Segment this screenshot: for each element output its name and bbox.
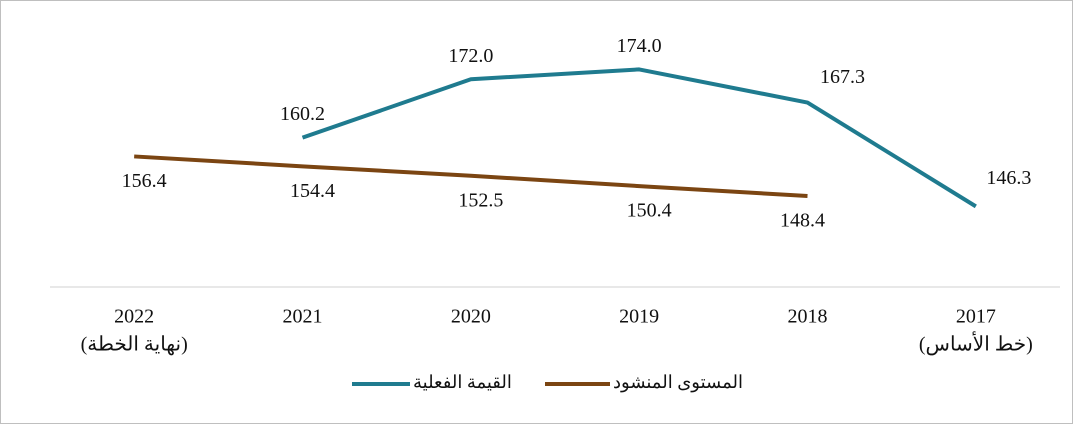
- value-label: 146.3: [986, 167, 1031, 189]
- value-label: 174.0: [617, 35, 662, 57]
- value-label: 172.0: [448, 45, 493, 67]
- value-label: 154.4: [290, 180, 335, 202]
- x-tick-label: 2019: [619, 306, 659, 328]
- value-label: 167.3: [820, 66, 865, 88]
- legend-label: المستوى المنشود: [613, 372, 743, 393]
- legend-label: القيمة الفعلية: [413, 372, 512, 392]
- value-label: 156.4: [122, 170, 167, 192]
- series-line: [134, 154, 808, 199]
- value-label: 150.4: [627, 200, 672, 222]
- series-line: [301, 67, 977, 209]
- x-tick-label: 2022: [114, 306, 154, 328]
- x-tick-label: 2020: [451, 306, 491, 328]
- value-label: 152.5: [458, 189, 503, 211]
- value-label: 148.4: [780, 210, 825, 232]
- x-tick-label: 2017: [956, 306, 996, 328]
- x-tick-sublabel: (نهاية الخطة): [81, 334, 188, 356]
- x-tick-label: 2021: [283, 306, 323, 328]
- x-tick-sublabel: (خط الأساس): [919, 331, 1033, 356]
- value-label: 160.2: [280, 103, 325, 125]
- x-tick-label: 2018: [788, 306, 828, 328]
